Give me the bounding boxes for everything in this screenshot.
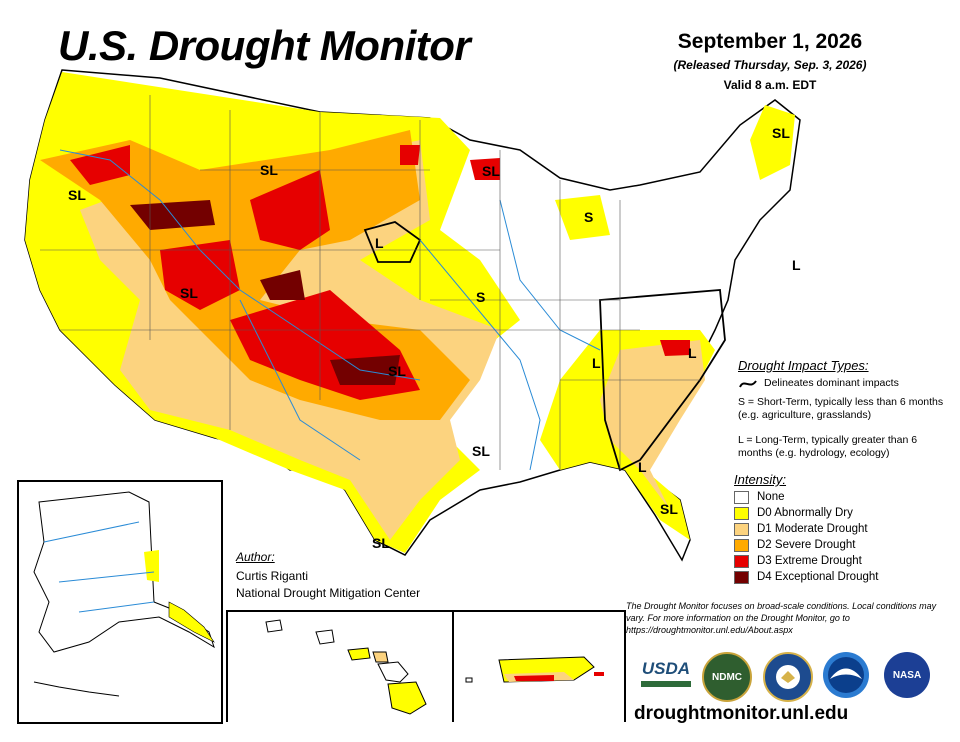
state-lines: [40, 95, 700, 470]
map-label-1: SL: [68, 187, 86, 203]
author-heading: Author:: [236, 550, 275, 564]
map-label-5: S: [476, 289, 485, 305]
legend-d4: D4 Exceptional Drought: [734, 569, 878, 585]
map-label-13: L: [638, 459, 647, 475]
boundary-line-icon: [739, 379, 757, 388]
legend-label: D3 Extreme Drought: [757, 555, 862, 567]
map-label-3: L: [375, 235, 384, 251]
ndmc-logo: NDMC: [702, 652, 752, 702]
usda-logo-bar: [641, 681, 691, 687]
rivers: [59, 149, 601, 471]
legend-none: None: [734, 489, 785, 505]
d1-region-east: [600, 340, 705, 510]
impact-delineates-label: Delineates dominant impacts: [764, 377, 899, 389]
map-label-4: SL: [180, 285, 198, 301]
map-label-15: SL: [372, 535, 390, 551]
hawaii-inset: [226, 610, 454, 722]
legend-label: D4 Exceptional Drought: [757, 571, 879, 583]
nasa-logo: NASA: [884, 652, 930, 698]
page-title: U.S. Drought Monitor: [58, 22, 471, 69]
d0-region-maine: [750, 105, 795, 180]
d4-region: [130, 200, 400, 385]
d0-region-michigan: [555, 195, 610, 240]
legend-d0: D0 Abnormally Dry: [734, 505, 853, 521]
swatch-d1: [734, 522, 749, 536]
legend-label: D2 Severe Drought: [757, 539, 856, 551]
map-label-18: SL: [772, 125, 790, 141]
legend-d2: D2 Severe Drought: [734, 537, 855, 553]
swatch-none: [734, 490, 749, 504]
map-date: September 1, 2026: [677, 30, 863, 53]
puerto-rico-map: [465, 656, 604, 683]
intensity-heading: Intensity:: [734, 472, 787, 487]
alaska-map: [33, 491, 215, 697]
legend-d1: D1 Moderate Drought: [734, 521, 868, 537]
author-name: Curtis Riganti: [236, 569, 309, 583]
map-label-6: S: [584, 209, 593, 225]
legend-d3: D3 Extreme Drought: [734, 553, 862, 569]
map-label-14: SL: [660, 501, 678, 517]
legend-label: None: [757, 491, 785, 503]
noaa-bird-icon: [828, 657, 864, 693]
puerto-rico-inset: [452, 610, 626, 722]
release-date: (Released Thursday, Sep. 3, 2026): [673, 58, 867, 72]
impact-types-heading: Drought Impact Types:: [738, 358, 869, 373]
d3-region: [70, 145, 690, 400]
legend-label: D1 Moderate Drought: [757, 523, 868, 535]
swatch-d2: [734, 538, 749, 552]
swatch-d0: [734, 506, 749, 520]
alaska-inset: [17, 480, 223, 724]
legend-label: D0 Abnormally Dry: [757, 507, 853, 519]
noaa-logo: [823, 652, 869, 698]
map-label-12: SL: [472, 443, 490, 459]
map-label-9: L: [592, 355, 601, 371]
impact-short-term: S = Short-Term, typically less than 6 mo…: [738, 396, 944, 421]
author-org: National Drought Mitigation Center: [236, 586, 421, 600]
impact-long-term: L = Long-Term, typically greater than 6 …: [738, 434, 918, 459]
swatch-d4: [734, 570, 749, 584]
map-label-11: SL: [388, 363, 406, 379]
map-label-8: L: [792, 257, 801, 273]
hawaii-map: [265, 619, 427, 715]
eagle-icon: [776, 665, 800, 689]
impact-boundary: [363, 221, 726, 472]
swatch-d3: [734, 554, 749, 568]
map-label-7: SL: [482, 163, 500, 179]
impact-delineates-row: Delineates dominant impacts: [738, 377, 953, 390]
usda-logo-text: USDA: [641, 659, 691, 678]
valid-time: Valid 8 a.m. EDT: [723, 78, 817, 92]
commerce-logo: [763, 652, 813, 702]
map-label-2: SL: [260, 162, 278, 178]
map-label-10: L: [688, 345, 697, 361]
monitor-note: The Drought Monitor focuses on broad-sca…: [626, 601, 937, 635]
site-url[interactable]: droughtmonitor.unl.edu: [634, 703, 849, 724]
usda-logo: USDA: [640, 655, 692, 691]
